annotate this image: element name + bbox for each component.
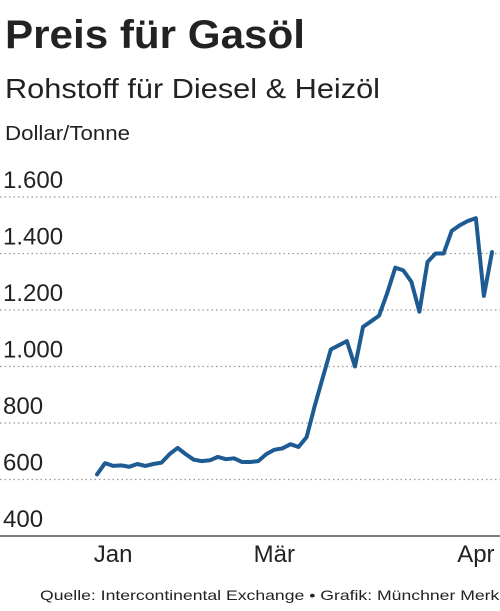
data-line xyxy=(95,216,494,477)
chart-subtitle: Rohstoff für Diesel & Heizöl xyxy=(5,73,380,104)
y-tick-label: 1.000 xyxy=(3,337,63,364)
y-tick-label: 1.600 xyxy=(3,167,63,194)
y-axis-label: Dollar/Tonne xyxy=(5,123,130,145)
y-tick-label: 800 xyxy=(3,393,43,420)
source-note: Quelle: Intercontinental Exchange • Graf… xyxy=(40,587,500,603)
x-tick-label: Jan xyxy=(94,541,133,568)
x-tick-label: Mär xyxy=(254,541,295,568)
chart-title: Preis für Gasöl xyxy=(5,13,305,57)
x-tick-label: Apr xyxy=(457,541,494,568)
y-tick-label: 600 xyxy=(3,450,43,477)
y-tick-label: 1.400 xyxy=(3,224,63,251)
y-tick-label: 400 xyxy=(3,506,43,533)
y-tick-label: 1.200 xyxy=(3,280,63,307)
